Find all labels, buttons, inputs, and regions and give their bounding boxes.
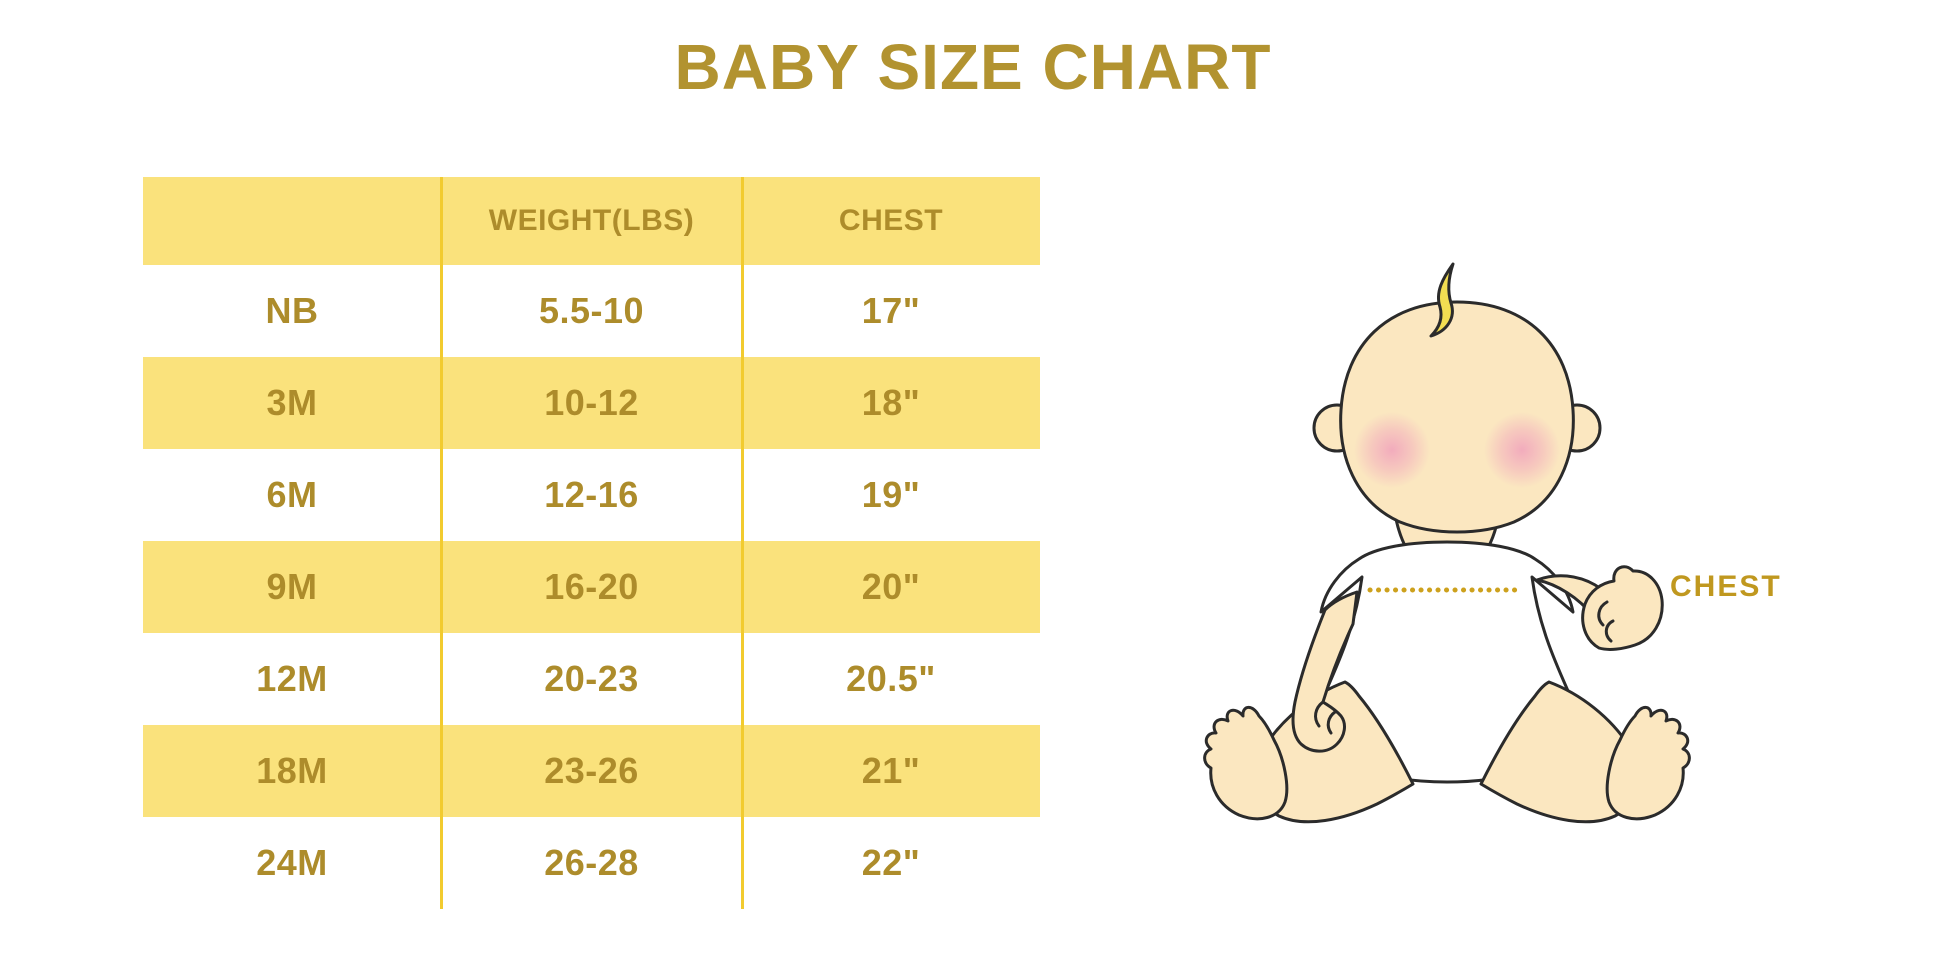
column-divider-1: [440, 177, 443, 909]
chest-cell: 21": [742, 725, 1040, 817]
chest-cell: 22": [742, 817, 1040, 909]
weight-cell: 12-16: [441, 449, 742, 541]
size-cell: NB: [143, 265, 441, 357]
header-weight: WEIGHT(LBS): [441, 177, 742, 265]
page-title: BABY SIZE CHART: [674, 31, 1272, 103]
baby-hair-curl: [1429, 262, 1455, 338]
chest-cell: 17": [742, 265, 1040, 357]
size-cell: 18M: [143, 725, 441, 817]
size-cell: 24M: [143, 817, 441, 909]
baby-arm-left: [1291, 590, 1359, 753]
chest-label: CHEST: [1670, 570, 1782, 603]
chest-cell: 19": [742, 449, 1040, 541]
size-cell: 12M: [143, 633, 441, 725]
header-size: [143, 177, 441, 265]
baby-cheek-right: [1484, 412, 1560, 488]
header-chest: CHEST: [742, 177, 1040, 265]
baby-cheek-left: [1354, 412, 1430, 488]
baby-arm-right: [1535, 565, 1664, 651]
size-cell: 3M: [143, 357, 441, 449]
column-divider-2: [741, 177, 744, 909]
baby-foot-right: [1605, 705, 1691, 821]
baby-leg-right: [1479, 680, 1691, 824]
weight-cell: 20-23: [441, 633, 742, 725]
size-cell: 6M: [143, 449, 441, 541]
weight-cell: 5.5-10: [441, 265, 742, 357]
weight-cell: 26-28: [441, 817, 742, 909]
weight-cell: 23-26: [441, 725, 742, 817]
baby-onesie: [1314, 540, 1580, 784]
weight-cell: 10-12: [441, 357, 742, 449]
chest-cell: 20.5": [742, 633, 1040, 725]
size-table: WEIGHT(LBS) CHEST NB 5.5-10 17" 3M 10-12…: [143, 177, 1040, 909]
baby-foot-left: [1203, 705, 1289, 821]
baby-fist: [1581, 565, 1664, 651]
weight-cell: 16-20: [441, 541, 742, 633]
chest-cell: 18": [742, 357, 1040, 449]
size-cell: 9M: [143, 541, 441, 633]
chest-cell: 20": [742, 541, 1040, 633]
baby-illustration: [1203, 262, 1691, 824]
